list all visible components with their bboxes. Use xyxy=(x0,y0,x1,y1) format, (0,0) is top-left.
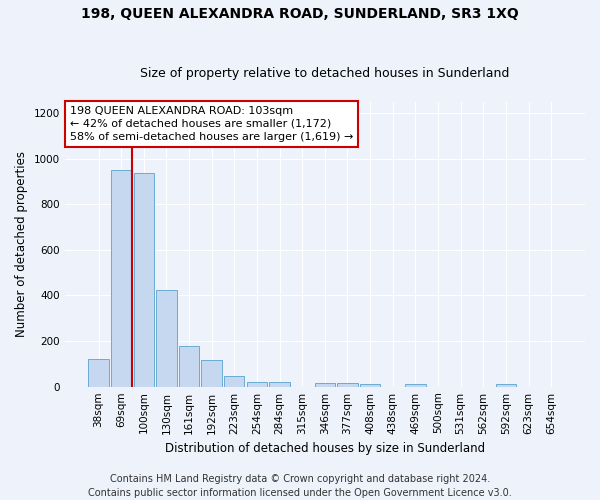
Bar xyxy=(360,384,380,386)
Bar xyxy=(134,174,154,386)
Bar xyxy=(224,376,244,386)
Bar xyxy=(405,384,425,386)
Text: 198 QUEEN ALEXANDRA ROAD: 103sqm
← 42% of detached houses are smaller (1,172)
58: 198 QUEEN ALEXANDRA ROAD: 103sqm ← 42% o… xyxy=(70,106,353,142)
Title: Size of property relative to detached houses in Sunderland: Size of property relative to detached ho… xyxy=(140,66,509,80)
Text: Contains HM Land Registry data © Crown copyright and database right 2024.
Contai: Contains HM Land Registry data © Crown c… xyxy=(88,474,512,498)
Bar xyxy=(202,360,222,386)
Bar xyxy=(269,382,290,386)
Text: 198, QUEEN ALEXANDRA ROAD, SUNDERLAND, SR3 1XQ: 198, QUEEN ALEXANDRA ROAD, SUNDERLAND, S… xyxy=(81,8,519,22)
Bar xyxy=(156,290,176,386)
Bar xyxy=(314,382,335,386)
Bar xyxy=(111,170,131,386)
Bar xyxy=(247,382,267,386)
Bar xyxy=(337,382,358,386)
X-axis label: Distribution of detached houses by size in Sunderland: Distribution of detached houses by size … xyxy=(165,442,485,455)
Bar xyxy=(496,384,516,386)
Bar xyxy=(88,360,109,386)
Bar xyxy=(179,346,199,387)
Y-axis label: Number of detached properties: Number of detached properties xyxy=(15,151,28,337)
